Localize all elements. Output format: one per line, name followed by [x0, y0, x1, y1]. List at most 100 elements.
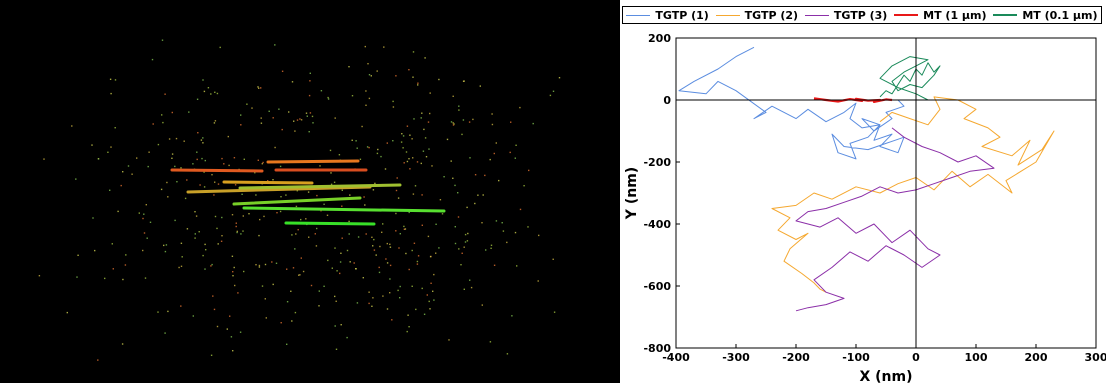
speckle-dot [272, 117, 274, 119]
speckle-dot [458, 105, 460, 107]
speckle-dot [272, 179, 274, 181]
speckle-dot [216, 92, 219, 95]
speckle-dot [406, 330, 408, 333]
x-tick-label: 100 [965, 351, 988, 364]
speckle-dot [232, 275, 234, 277]
speckle-dot [412, 157, 414, 159]
speckle-dot [516, 265, 518, 267]
speckle-dot [365, 90, 367, 92]
speckle-dot [416, 260, 419, 263]
speckle-dot [367, 63, 369, 65]
speckle-dot [265, 317, 267, 319]
speckle-dot [413, 118, 415, 120]
speckle-dot [339, 261, 342, 263]
speckle-dot [327, 98, 330, 100]
x-tick-label: 0 [912, 351, 920, 364]
speckle-dot [426, 294, 428, 296]
speckle-dot [309, 80, 311, 82]
speckle-dot [146, 237, 148, 239]
speckle-dot [194, 237, 196, 239]
x-tick-label: -300 [722, 351, 750, 364]
speckle-dot [112, 268, 114, 270]
speckle-dot [258, 87, 260, 89]
speckle-dot [239, 331, 242, 333]
speckle-dot [363, 196, 365, 198]
speckle-dot [76, 276, 78, 278]
speckle-dot [452, 177, 454, 179]
speckle-dot [528, 169, 530, 172]
speckle-dot [152, 123, 154, 125]
speckle-dot [397, 197, 400, 199]
speckle-dot [188, 111, 190, 113]
speckle-dot [329, 149, 332, 152]
speckle-dot [382, 295, 384, 297]
speckle-dot [490, 244, 493, 246]
speckle-dot [399, 233, 401, 235]
speckle-dot [221, 235, 223, 237]
speckle-dot [515, 144, 517, 146]
series-line-2 [795, 127, 995, 312]
speckle-dot [372, 297, 374, 299]
speckle-dot [71, 125, 73, 127]
speckle-dot [320, 90, 323, 92]
speckle-dot [291, 81, 294, 83]
speckle-dot [406, 125, 409, 127]
speckle-dot [411, 138, 413, 140]
speckle-dot [143, 232, 146, 234]
speckle-dot [186, 228, 189, 230]
speckle-dot [368, 291, 370, 293]
speckle-dot [413, 242, 416, 244]
speckle-dot [424, 137, 427, 139]
speckle-dot [411, 285, 413, 287]
speckle-dot [467, 232, 469, 235]
speckle-dot [370, 75, 372, 77]
speckle-dot [219, 46, 221, 49]
speckle-dot [302, 270, 305, 273]
speckle-dot [402, 135, 405, 137]
speckle-dot [233, 266, 235, 269]
y-axis-label: Y (nm) [624, 167, 640, 220]
speckle-dot [281, 128, 283, 131]
speckle-dot [454, 242, 457, 245]
speckle-dot [311, 115, 314, 118]
speckle-dot [171, 153, 174, 155]
speckle-dot [201, 157, 203, 160]
speckle-dot [491, 123, 494, 126]
speckle-dot [234, 184, 237, 186]
speckle-dot [417, 84, 419, 86]
speckle-dot [452, 122, 454, 124]
speckle-dot [171, 111, 173, 114]
speckle-dot [236, 230, 238, 233]
speckle-dot [142, 249, 144, 252]
speckle-dot [171, 157, 173, 159]
speckle-dot [428, 300, 430, 303]
particle-track [170, 168, 264, 173]
speckle-dot [371, 305, 373, 307]
speckle-dot [241, 193, 243, 195]
speckle-dot [489, 158, 491, 161]
speckle-dot [327, 96, 329, 99]
x-axis-label: X (nm) [859, 369, 912, 383]
speckle-dot [510, 121, 512, 123]
speckle-dot [254, 172, 256, 174]
speckle-dot [275, 262, 278, 264]
speckle-dot [292, 267, 295, 269]
speckle-dot [196, 98, 199, 100]
legend-entry-mt-01um: MT (0.1 μm) [993, 9, 1098, 22]
speckle-dot [421, 287, 423, 290]
speckle-dot [365, 104, 367, 106]
speckle-dot [255, 264, 257, 266]
speckle-dot [178, 266, 180, 269]
y-tick-label: -600 [643, 280, 671, 293]
speckle-dot [365, 233, 367, 235]
speckle-dot [384, 168, 387, 170]
speckle-dot [166, 181, 168, 184]
speckle-dot [374, 182, 376, 185]
speckle-dot [210, 265, 212, 267]
speckle-dot [198, 231, 200, 233]
speckle-dot [422, 150, 425, 152]
speckle-dot [429, 255, 432, 258]
speckle-dot [341, 237, 343, 239]
speckle-dot [211, 263, 213, 266]
speckle-dot [389, 246, 392, 248]
